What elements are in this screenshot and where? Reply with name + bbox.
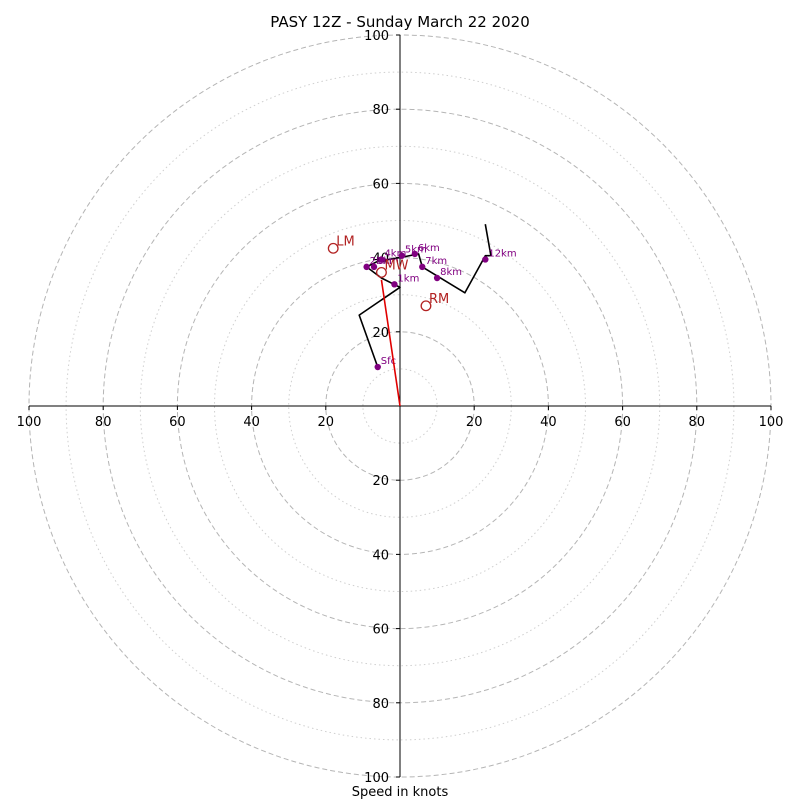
y-tick-label: 60 xyxy=(372,177,389,192)
y-tick-label: 100 xyxy=(364,29,389,44)
storm-motion-marker xyxy=(376,266,387,278)
x-tick-label: 80 xyxy=(95,415,112,430)
y-tick-label: 60 xyxy=(372,623,389,638)
height-markers: Sfc1km2km3km4km5km6km7km8km12km xyxy=(363,243,517,371)
height-marker-label: 12km xyxy=(488,248,516,259)
y-tick-label: 80 xyxy=(372,697,389,712)
y-tick-label: 40 xyxy=(372,548,389,563)
height-marker-point xyxy=(398,252,406,259)
storm-motion-marker xyxy=(420,300,432,312)
storm-motion-vector xyxy=(380,279,401,407)
y-tick-label: 20 xyxy=(372,326,389,341)
storm-motion-label: LM xyxy=(336,234,354,249)
x-tick-label: 80 xyxy=(689,415,706,430)
x-axis-label: Speed in knots xyxy=(352,785,449,800)
height-marker-point xyxy=(419,263,426,271)
height-marker-label: 1km xyxy=(397,273,419,284)
height-marker-label: 8km xyxy=(440,267,462,278)
y-tick-label: 100 xyxy=(364,771,389,786)
x-tick-label: 40 xyxy=(243,415,260,430)
height-marker-point xyxy=(411,250,419,258)
storm-motion-marker xyxy=(327,242,339,254)
height-marker-label: 3km xyxy=(377,256,399,267)
x-tick-label: 100 xyxy=(17,415,42,430)
x-tick-label: 60 xyxy=(169,415,186,430)
x-tick-label: 60 xyxy=(614,415,631,430)
height-marker-label: 4km xyxy=(384,248,406,259)
storm-motion-label: MW xyxy=(384,258,408,273)
x-tick-label: 100 xyxy=(759,415,784,430)
y-tick-label: 80 xyxy=(372,103,389,118)
storm-motion-markers: LM MW RM xyxy=(327,234,449,407)
height-marker-label: 7km xyxy=(425,256,447,267)
height-marker-point xyxy=(378,256,385,263)
chart-title: PASY 12Z - Sunday March 22 2020 xyxy=(270,13,530,31)
storm-motion-label: RM xyxy=(429,292,449,307)
height-marker-label: 5km xyxy=(405,245,427,256)
height-marker-point xyxy=(363,263,370,271)
height-marker-point xyxy=(391,281,398,288)
y-tick-label: 20 xyxy=(372,474,389,489)
x-tick-label: 20 xyxy=(466,415,483,430)
tick-labels: 1008060402020406080100204060801002040608… xyxy=(17,29,784,786)
x-tick-label: 20 xyxy=(318,415,335,430)
x-tick-label: 40 xyxy=(540,415,557,430)
height-marker-point xyxy=(370,263,378,271)
height-marker-label: Sfc xyxy=(381,356,396,367)
height-marker-point xyxy=(374,363,381,371)
height-marker-label: 6km xyxy=(418,243,440,254)
height-marker-point xyxy=(433,274,441,282)
height-marker-point xyxy=(482,256,489,263)
